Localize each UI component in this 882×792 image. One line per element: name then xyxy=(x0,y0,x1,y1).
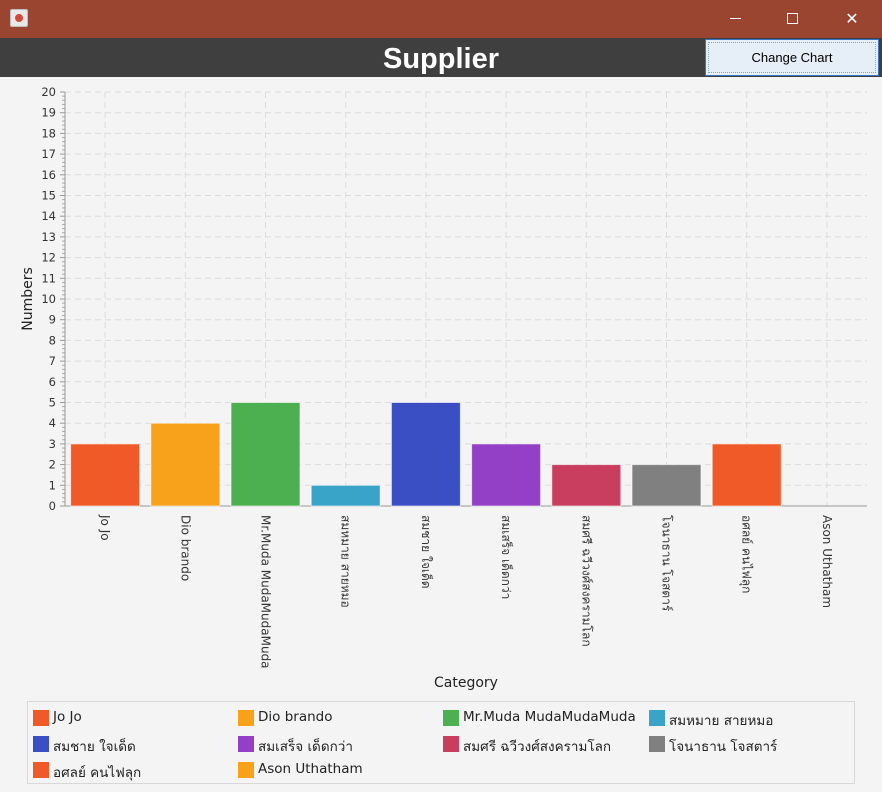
x-tick-label: Jo Jo xyxy=(98,514,112,541)
y-tick-label: 6 xyxy=(49,375,56,389)
y-tick-label: 3 xyxy=(49,437,56,451)
y-tick-label: 9 xyxy=(49,313,56,327)
y-tick-label: 4 xyxy=(49,416,56,430)
java-app-icon xyxy=(10,9,28,27)
y-tick-label: 7 xyxy=(49,354,56,368)
legend-label: สมศรี ฉวีวงศ์สงครามโลก xyxy=(463,739,612,755)
bar xyxy=(631,464,702,507)
y-tick-label: 14 xyxy=(41,209,56,223)
y-tick-label: 16 xyxy=(41,168,56,182)
x-tick-label: อศลย์ คนไฟลุก xyxy=(739,515,754,593)
y-tick-label: 12 xyxy=(41,251,56,265)
y-tick-label: 5 xyxy=(49,396,56,410)
y-tick-label: 15 xyxy=(41,189,56,203)
y-tick-label: 20 xyxy=(41,85,56,99)
x-axis-title: Category xyxy=(434,675,498,691)
legend-label: สมหมาย สายหมอ xyxy=(669,713,774,729)
bar xyxy=(150,422,221,507)
legend-label: โจนาธาน โจสตาร์ xyxy=(669,739,778,755)
title-bar: ✕ xyxy=(0,0,882,38)
legend-label: Dio brando xyxy=(258,709,333,725)
y-tick-label: 0 xyxy=(49,499,56,513)
y-tick-label: 11 xyxy=(41,271,56,285)
legend-swatch xyxy=(238,736,254,752)
legend-swatch xyxy=(33,762,49,778)
bar xyxy=(70,443,141,507)
legend-swatch xyxy=(443,736,459,752)
bar xyxy=(310,484,381,507)
bar xyxy=(230,402,301,507)
y-tick-label: 19 xyxy=(41,106,56,120)
legend-label: สมชาย ใจเด็ด xyxy=(53,739,136,755)
legend-label: Mr.Muda MudaMudaMuda xyxy=(463,709,636,725)
maximize-icon xyxy=(787,13,798,24)
legend-swatch xyxy=(238,762,254,778)
x-tick-label: สมหมาย สายหมอ xyxy=(339,515,353,608)
maximize-button[interactable] xyxy=(764,0,822,38)
x-tick-label: สมชาย ใจเด็ด xyxy=(419,515,434,589)
close-button[interactable]: ✕ xyxy=(823,0,881,38)
legend-label: อศลย์ คนไฟลุก xyxy=(53,765,142,781)
legend-swatch xyxy=(443,710,459,726)
legend-swatch xyxy=(649,710,665,726)
chart-legend: Jo Jo Dio brando Mr.Muda MudaMudaMuda สมหมา… xyxy=(27,701,855,784)
legend-label: สมเสร็จ เด็ดกว่า xyxy=(258,739,353,755)
minimize-button[interactable] xyxy=(706,0,764,38)
page-title: Supplier xyxy=(382,43,499,75)
y-tick-label: 18 xyxy=(41,126,56,140)
minimize-icon xyxy=(730,18,741,19)
x-tick-label: โจนาธาน โจสตาร์ xyxy=(660,515,674,612)
y-tick-label: 17 xyxy=(41,147,56,161)
bar xyxy=(551,464,622,507)
y-tick-label: 8 xyxy=(49,333,56,347)
bar xyxy=(711,443,782,507)
legend-label: Ason Uthatham xyxy=(258,761,363,777)
legend-label: Jo Jo xyxy=(53,709,82,725)
x-tick-label: Dio brando xyxy=(178,515,192,581)
legend-swatch xyxy=(33,736,49,752)
y-axis-title: Numbers xyxy=(20,267,36,331)
legend-swatch xyxy=(649,736,665,752)
bar xyxy=(390,402,461,507)
x-tick-label: Ason Uthatham xyxy=(820,515,834,608)
x-tick-label: Mr.Muda MudaMudaMuda xyxy=(259,515,273,669)
legend-swatch xyxy=(33,710,49,726)
x-tick-label: สมเสร็จ เด็ดกว่า xyxy=(499,515,514,599)
y-tick-label: 10 xyxy=(41,292,56,306)
bar xyxy=(471,443,542,507)
close-icon: ✕ xyxy=(845,9,859,28)
y-tick-label: 1 xyxy=(49,478,56,492)
x-tick-label: สมศรี ฉวีวงศ์สงครามโลก xyxy=(579,515,593,647)
change-chart-button[interactable]: Change Chart xyxy=(705,39,879,76)
y-tick-label: 13 xyxy=(41,230,56,244)
legend-swatch xyxy=(238,710,254,726)
y-tick-label: 2 xyxy=(49,458,56,472)
